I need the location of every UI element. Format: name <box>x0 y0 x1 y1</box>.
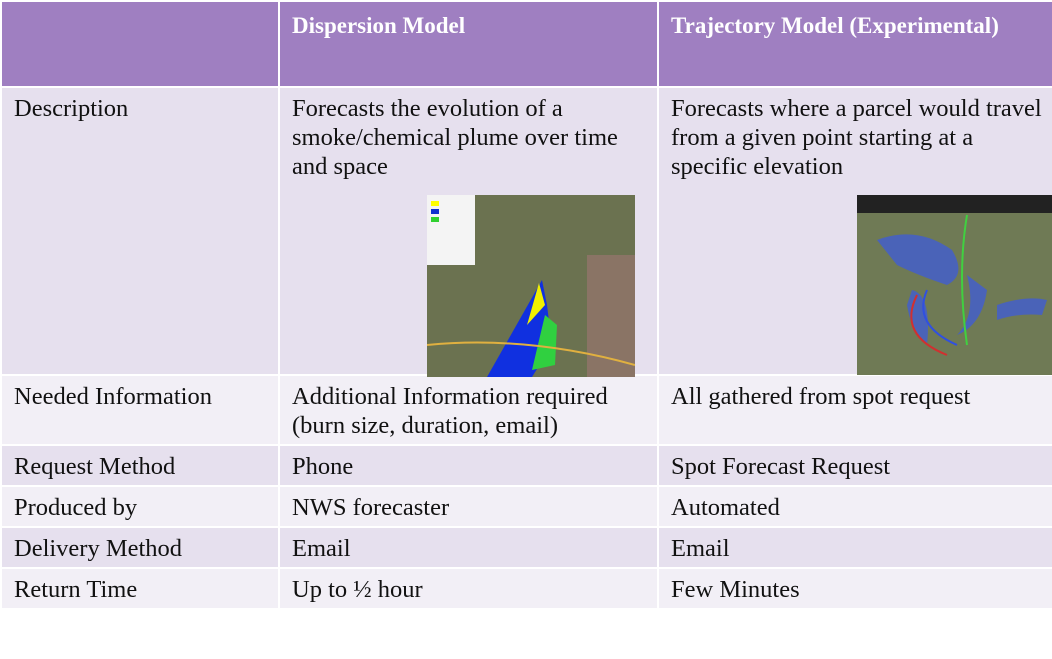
dispersion-cell: Email <box>278 526 659 569</box>
table-body: Description Forecasts the evolution of a … <box>0 86 1052 610</box>
trajectory-cell: Spot Forecast Request <box>657 444 1052 487</box>
header-cell: Dispersion Model <box>278 0 659 88</box>
dispersion-cell: Phone <box>278 444 659 487</box>
trajectory-map-image <box>857 195 1052 375</box>
header-cell: Trajectory Model (Experimental) <box>657 0 1052 88</box>
row-label: Return Time <box>0 567 280 610</box>
table-row: Return Time Up to ½ hour Few Minutes <box>0 567 1052 610</box>
table-row: Needed Information Additional Information… <box>0 374 1052 446</box>
trajectory-cell: Few Minutes <box>657 567 1052 610</box>
table-row: Produced by NWS forecaster Automated <box>0 485 1052 528</box>
row-label: Needed Information <box>0 374 280 446</box>
trajectory-cell: All gathered from spot request <box>657 374 1052 446</box>
table-row: Delivery Method Email Email <box>0 526 1052 569</box>
dispersion-cell: Additional Information required (burn si… <box>278 374 659 446</box>
trajectory-cell: Email <box>657 526 1052 569</box>
table-row: Request Method Phone Spot Forecast Request <box>0 444 1052 487</box>
row-label: Request Method <box>0 444 280 487</box>
dispersion-map-image <box>427 195 635 377</box>
row-label: Produced by <box>0 485 280 528</box>
trajectory-cell: Automated <box>657 485 1052 528</box>
dispersion-cell: NWS forecaster <box>278 485 659 528</box>
header-cell-empty <box>0 0 280 88</box>
dispersion-cell: Up to ½ hour <box>278 567 659 610</box>
row-label: Delivery Method <box>0 526 280 569</box>
row-label: Description <box>0 86 280 376</box>
comparison-table: Dispersion Model Trajectory Model (Exper… <box>0 0 1052 610</box>
header-row: Dispersion Model Trajectory Model (Exper… <box>0 0 1052 88</box>
